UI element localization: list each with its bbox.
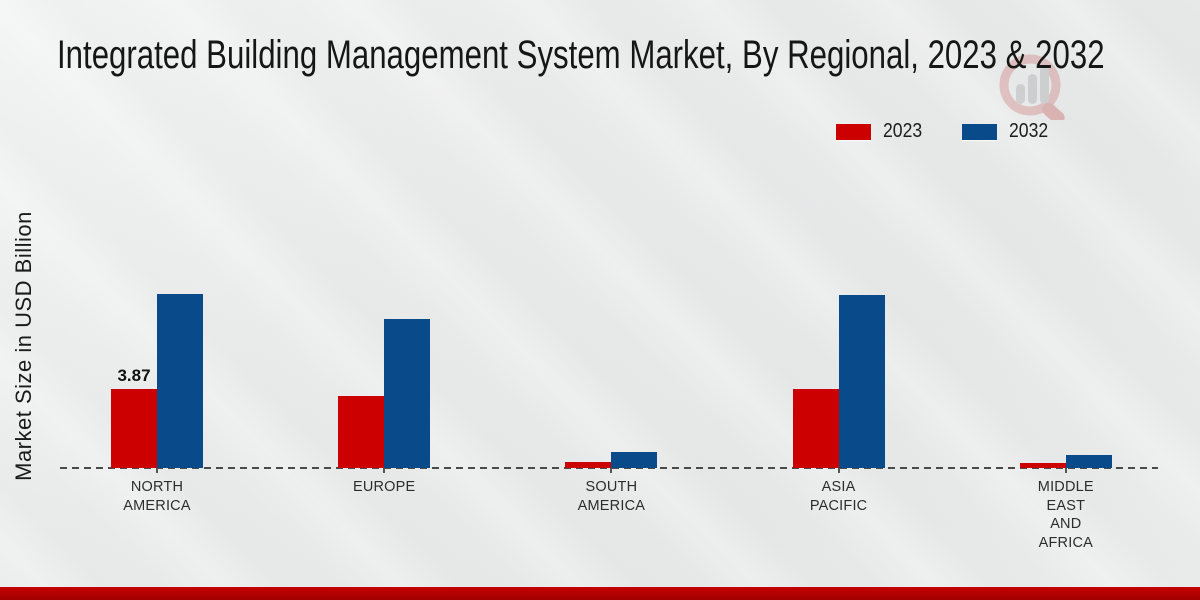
- legend-swatch-2023: [836, 123, 871, 140]
- brand-watermark-icon: [999, 54, 1065, 120]
- bar-2023-north-america: [111, 389, 157, 468]
- bar-2032-north-america: [157, 294, 203, 468]
- x-axis-baseline: [60, 467, 1158, 469]
- bar-2032-middle-east-and-africa: [1065, 454, 1112, 468]
- x-axis-label-europe: EUROPE: [352, 479, 416, 495]
- legend-label-2032: 2032: [1008, 120, 1048, 142]
- x-axis-tick: [837, 468, 840, 473]
- x-axis-tick: [383, 468, 386, 473]
- x-axis-tick: [1064, 468, 1067, 473]
- x-axis-tick: [610, 468, 613, 473]
- legend-swatch-2032: [961, 123, 997, 140]
- bar-2023-middle-east-and-africa: [1019, 462, 1066, 468]
- bar-2023-europe: [338, 395, 385, 468]
- bar-2023-asia-pacific: [792, 388, 839, 468]
- x-axis-label-south-america: SOUTH AMERICA: [577, 479, 646, 514]
- data-label-2023: 3.87: [117, 366, 151, 386]
- bar-2032-south-america: [611, 451, 658, 468]
- x-axis-label-middle-east-and-africa: MIDDLE EAST AND AFRICA: [1037, 479, 1094, 551]
- bar-2032-asia-pacific: [838, 295, 885, 468]
- bar-2023-south-america: [565, 461, 612, 468]
- x-axis-tick: [156, 468, 158, 473]
- chart-title: Integrated Building Management System Ma…: [57, 33, 1105, 77]
- legend-label-2023: 2023: [883, 120, 923, 142]
- legend-item-2023: 2023: [836, 120, 928, 143]
- x-axis-label-north-america: NORTH AMERICA: [123, 479, 191, 514]
- legend-item-2032: 2032: [961, 120, 1054, 143]
- bar-2032-europe: [384, 318, 431, 468]
- footer-accent-bar: [0, 587, 1200, 600]
- legend: 2023 2032: [836, 120, 1053, 143]
- x-axis-label-asia-pacific: ASIA PACIFIC: [809, 479, 868, 514]
